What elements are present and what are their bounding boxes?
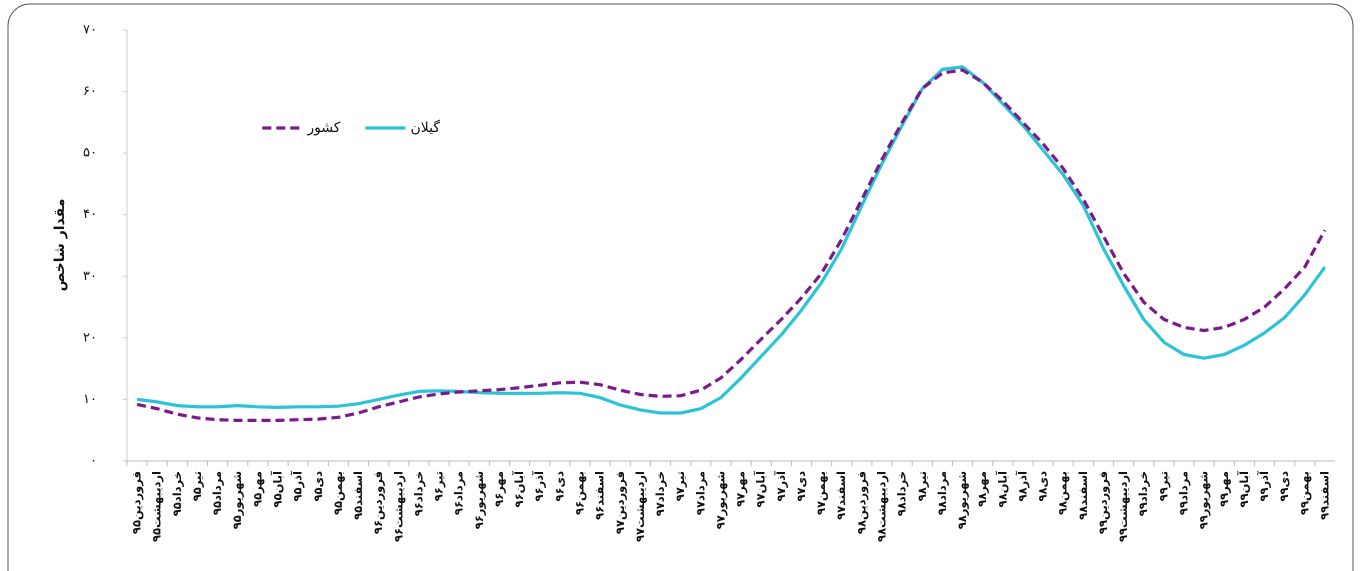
x-tick-label: اسفند۹۶ — [593, 471, 607, 520]
x-tick-label: خرداد۹۶ — [411, 471, 425, 516]
x-tick-label: بهمن۹۸ — [1056, 471, 1070, 515]
x-tick-label: دی۹۸ — [1036, 471, 1050, 502]
x-tick-label: مهر۹۹ — [1217, 471, 1231, 507]
x-tick-label: آبان۹۶ — [512, 470, 526, 507]
x-tick-label: آبان۹۵ — [271, 470, 285, 507]
x-tick-label: شهریور۹۹ — [1197, 471, 1212, 529]
y-tick-label: ۲۰ — [83, 330, 97, 345]
legend-label: گیلان — [410, 119, 440, 136]
x-tick-label: مهر۹۵ — [250, 471, 264, 507]
x-tick-label: آذر۹۶ — [532, 470, 546, 502]
x-tick-label: مرداد۹۵ — [210, 471, 224, 515]
x-tick-label: آذر۹۸ — [1015, 470, 1029, 502]
line-series — [136, 65, 1327, 415]
x-tick-label: فروردین۹۸ — [854, 471, 869, 534]
y-tick-label: ۷۰ — [83, 23, 97, 38]
x-tick-label: دی۹۶ — [552, 471, 566, 502]
x-tick-label: مهر۹۶ — [492, 471, 506, 507]
x-tick-label: بهمن۹۹ — [1297, 471, 1311, 515]
x-tick-label: تیر۹۵ — [190, 471, 204, 501]
x-tick-label: دی۹۹ — [1277, 471, 1291, 502]
x-tick-label: تیر۹۹ — [1156, 471, 1170, 501]
x-tick-label: تیر۹۶ — [432, 471, 446, 501]
x-tick-label: اسفند۹۷ — [834, 471, 848, 520]
x-tick-label: اسفند۹۹ — [1317, 471, 1331, 520]
x-tick-label: تیر۹۷ — [673, 471, 687, 501]
x-tick-label: مهر۹۸ — [975, 471, 989, 507]
x-tick-label: اردیبهشت۹۸ — [875, 471, 889, 542]
x-tick-label: اردیبهشت۹۷ — [633, 471, 647, 542]
x-tick-label: شهریور۹۸ — [955, 471, 970, 529]
x-tick-label: اردیبهشت۹۹ — [1116, 471, 1130, 542]
x-tick-label: خرداد۹۷ — [653, 471, 667, 516]
x-tick-label: آبان۹۷ — [754, 470, 768, 507]
x-tick-label: مهر۹۷ — [734, 471, 748, 507]
x-tick-label: اسفند۹۵ — [351, 471, 365, 520]
x-tick-label: فروردین۹۹ — [1096, 471, 1111, 534]
x-tick-label: مرداد۹۸ — [935, 471, 949, 515]
line-series — [136, 68, 1327, 422]
x-tick-label: شهریور۹۶ — [472, 471, 487, 529]
x-tick-label: شهریور۹۷ — [713, 471, 728, 529]
y-axis-label: مقدار شاخص — [52, 199, 68, 292]
y-tick-label: ۵۰ — [83, 146, 97, 161]
x-tick-label: اردیبهشت۹۶ — [391, 471, 405, 542]
y-tick-label: ۰ — [90, 454, 97, 469]
x-tick-label: آبان۹۸ — [995, 470, 1009, 507]
x-tick-label: تیر۹۸ — [915, 471, 929, 501]
y-tick-label: ۱۰ — [83, 392, 97, 407]
x-tick-label: بهمن۹۵ — [331, 471, 345, 515]
x-tick-label: دی۹۷ — [794, 471, 808, 502]
x-tick-label: مرداد۹۷ — [693, 471, 707, 515]
y-tick-label: ۶۰ — [83, 84, 97, 99]
x-tick-label: مرداد۹۶ — [452, 471, 466, 515]
x-tick-label: اردیبهشت۹۵ — [150, 471, 164, 542]
x-tick-label: مرداد۹۹ — [1177, 471, 1191, 515]
y-tick-label: ۳۰ — [83, 269, 97, 284]
legend-label: کشور — [306, 120, 340, 136]
x-tick-label: آبان۹۹ — [1237, 470, 1251, 507]
x-tick-label: فروردین۹۷ — [613, 471, 628, 534]
frame — [7, 3, 1354, 571]
x-tick-label: فروردین۹۵ — [130, 471, 145, 534]
x-tick-label: فروردین۹۶ — [371, 471, 386, 534]
x-tick-label: آذر۹۹ — [1257, 470, 1271, 502]
x-tick-label: خرداد۹۹ — [1136, 471, 1150, 516]
x-tick-label: بهمن۹۷ — [814, 471, 828, 515]
y-tick-label: ۴۰ — [83, 207, 97, 222]
x-tick-label: شهریور۹۵ — [230, 471, 245, 529]
x-tick-label: اسفند۹۸ — [1076, 471, 1090, 520]
x-tick-label: خرداد۹۵ — [170, 471, 184, 516]
x-tick-label: بهمن۹۶ — [573, 471, 587, 515]
x-tick-label: خرداد۹۸ — [895, 471, 909, 516]
x-tick-label: آذر۹۷ — [774, 470, 788, 502]
x-tick-label: دی۹۵ — [311, 471, 325, 502]
x-tick-label: آذر۹۵ — [291, 470, 305, 502]
